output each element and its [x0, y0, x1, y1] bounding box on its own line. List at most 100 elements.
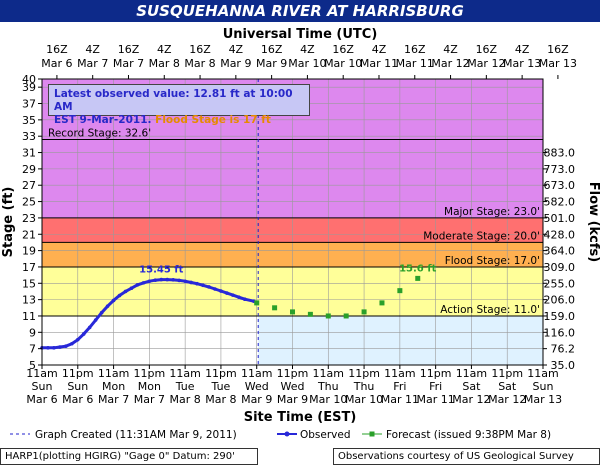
bottom-tick-day: Sat: [498, 380, 517, 393]
forecast-point: [343, 313, 349, 319]
y2-tick-label: 364.0: [544, 245, 576, 258]
top-tick-label: 4Z: [300, 43, 315, 56]
y2-tick-label: 206.0: [544, 294, 576, 307]
y2-tick-label: 428.0: [544, 228, 576, 241]
y2-tick-label: 673.0: [544, 179, 576, 192]
y2-tick-label: 773.0: [544, 163, 576, 176]
bottom-tick-time: 11am: [313, 367, 344, 380]
bottom-tick-time: 11pm: [62, 367, 94, 380]
observed-point: [171, 278, 176, 282]
top-tick-label: 16Z: [261, 43, 283, 56]
y-tick-label: 33: [22, 130, 36, 143]
legend-forecast-dot: [369, 431, 375, 437]
observed-point: [183, 279, 187, 284]
bottom-tick-date: Mar 11: [381, 393, 419, 406]
observed-point: [177, 278, 181, 283]
legend-forecast: Forecast (issued 9:38PM Mar 8): [386, 429, 551, 441]
bottom-tick-date: Mar 7: [134, 393, 165, 406]
observed-point: [117, 293, 122, 298]
observed-point: [111, 298, 116, 303]
forecast-peak-label: 15.6 ft: [399, 263, 437, 274]
forecast-point: [307, 311, 313, 317]
bottom-tick-time: 11am: [26, 367, 57, 380]
forecast-point: [361, 309, 367, 315]
y2-tick-label: 116.0: [544, 326, 576, 339]
observed-point: [93, 318, 98, 322]
bottom-tick-day: Sat: [462, 380, 481, 393]
top-tick-date: Mar 7: [77, 57, 108, 70]
forecast-point: [379, 300, 385, 306]
forecast-point: [254, 300, 260, 306]
top-tick-date: Mar 10: [288, 57, 326, 70]
info-date: EST 9-Mar-2011.: [54, 114, 152, 126]
top-tick-date: Mar 13: [503, 57, 541, 70]
bottom-tick-time: 11pm: [420, 367, 452, 380]
observed-point: [159, 277, 164, 282]
bottom-tick-time: 11am: [241, 367, 272, 380]
info-line2: EST 9-Mar-2011. Flood Stage is 17 ft: [54, 114, 309, 127]
y-tick-label: 15: [22, 277, 36, 290]
observed-point: [135, 283, 140, 287]
observed-point: [52, 346, 56, 350]
y2-tick-label: 501.0: [544, 212, 576, 225]
bottom-tick-date: Mar 8: [205, 393, 236, 406]
bottom-tick-date: Mar 10: [345, 393, 383, 406]
observed-point: [129, 286, 134, 290]
bottom-tick-day: Tue: [211, 380, 231, 393]
observed-point: [58, 345, 62, 349]
bottom-tick-date: Mar 8: [170, 393, 201, 406]
bottom-tick-day: Sun: [32, 380, 53, 393]
bottom-tick-date: Mar 6: [26, 393, 57, 406]
observed-point: [231, 293, 235, 297]
observed-point: [99, 310, 104, 315]
top-tick-date: Mar 13: [539, 57, 577, 70]
y-tick-label: 5: [29, 359, 36, 372]
zone-future-tint: [258, 315, 543, 365]
observed-point: [213, 287, 217, 291]
top-tick-label: 16Z: [189, 43, 211, 56]
top-tick-label: 16Z: [46, 43, 68, 56]
info-flood-stage: Flood Stage is 17 ft: [155, 114, 271, 126]
y2-tick-label: 883.0: [544, 147, 576, 160]
chart-title: SUSQUEHANNA RIVER AT HARRISBURG: [0, 0, 600, 22]
zone-label: Major Stage: 23.0': [444, 206, 540, 218]
legend-created: Graph Created (11:31AM Mar 9, 2011): [35, 429, 237, 441]
series-layer: 15.45 ft 15.6 ft: [40, 79, 437, 365]
y-tick-label: 37: [22, 98, 36, 111]
y2-tick-label: 309.0: [544, 261, 576, 274]
bottom-tick-date: Mar 7: [98, 393, 129, 406]
legend-observed: Observed: [300, 429, 351, 441]
y-tick-label: 17: [22, 261, 36, 274]
bottom-tick-date: Mar 11: [417, 393, 455, 406]
y-tick-label: 31: [22, 147, 36, 160]
top-tick-date: Mar 12: [431, 57, 469, 70]
top-tick-label: 16Z: [547, 43, 569, 56]
observed-point: [165, 277, 170, 282]
hydrograph-chart: Action Stage: 11.0' Flood Stage: 17.0' Mod…: [1, 27, 600, 441]
observed-point: [105, 304, 110, 308]
y-tick-label: 35: [22, 114, 36, 127]
zone-lines: Action Stage: 11.0' Flood Stage: 17.0' Mod…: [42, 127, 543, 317]
bottom-tick-day: Wed: [281, 380, 305, 393]
latest-observed-box: Latest observed value: 12.81 ft at 10:00…: [48, 84, 310, 126]
datum-box: HARP1(plotting HGIRG) "Gage 0" Datum: 29…: [0, 448, 258, 465]
bottom-tick-date: Mar 9: [241, 393, 272, 406]
y-tick-label: 29: [22, 163, 36, 176]
top-tick-label: 4Z: [372, 43, 387, 56]
top-tick-date: Mar 10: [324, 57, 362, 70]
forecast-point: [415, 275, 421, 281]
top-tick-label: 16Z: [404, 43, 426, 56]
bottom-tick-date: Mar 12: [452, 393, 490, 406]
bottom-tick-day: Mon: [102, 380, 125, 393]
credit-box: Observations courtesy of US Geological S…: [333, 448, 600, 465]
bottom-tick-date: Mar 13: [524, 393, 562, 406]
observed-point: [46, 346, 50, 350]
bottom-tick-time: 11am: [456, 367, 487, 380]
top-tick-label: 4Z: [515, 43, 530, 56]
bottom-tick-time: 11am: [98, 367, 129, 380]
zone-label: Flood Stage: 17.0': [445, 255, 540, 267]
y2-tick-label: 582.0: [544, 196, 576, 209]
bottom-tick-day: Sun: [533, 380, 554, 393]
